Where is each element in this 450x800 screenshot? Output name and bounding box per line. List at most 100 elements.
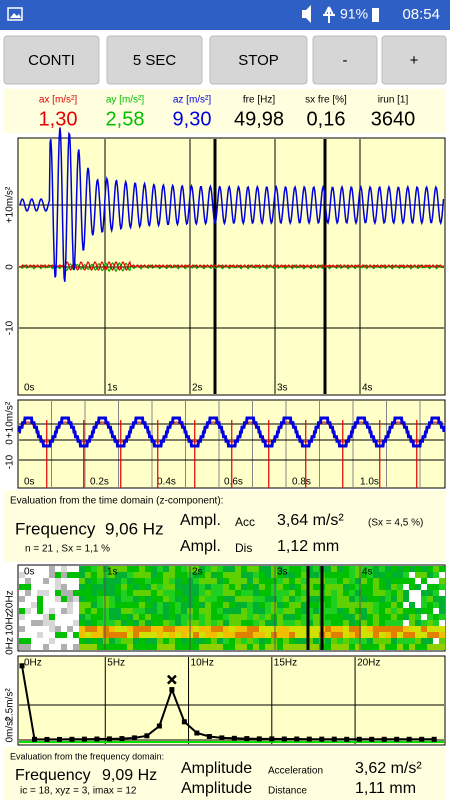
spectrogram-cell xyxy=(241,566,247,572)
spectrogram-cell xyxy=(433,614,439,620)
spectrogram-cell xyxy=(151,590,157,596)
x-label: 0s xyxy=(24,567,35,578)
spectrogram-cell xyxy=(379,578,385,584)
spectrogram-cell xyxy=(55,602,61,608)
reading-value: 49,98 xyxy=(234,108,284,130)
spectrogram-cell xyxy=(235,638,241,644)
spectrogram-cell xyxy=(139,626,145,632)
x-tick-label: 10Hz xyxy=(191,658,214,669)
spectrogram-cell xyxy=(73,620,79,626)
button[interactable]: - xyxy=(312,35,378,85)
spectrogram-cell xyxy=(97,644,103,650)
spectrogram-cell xyxy=(337,632,343,638)
spectrogram-cell xyxy=(217,632,223,638)
spectrogram-cell xyxy=(259,566,265,572)
spectrogram-cell xyxy=(91,596,97,602)
clock: 08:54 xyxy=(402,6,440,23)
spectrogram-cell xyxy=(193,632,199,638)
spectrogram-cell xyxy=(127,590,133,596)
spectrogram-cell xyxy=(433,644,439,650)
spectrogram-cell xyxy=(253,626,259,632)
spectrogram-cell xyxy=(307,608,313,614)
spectrogram-cell xyxy=(103,584,109,590)
spectrogram-cell xyxy=(277,632,283,638)
spectrogram-cell xyxy=(331,602,337,608)
spectrogram-cell xyxy=(31,584,37,590)
spectrogram-cell xyxy=(343,626,349,632)
spectrogram-cell xyxy=(415,596,421,602)
spectrogram-cell xyxy=(127,578,133,584)
spectrogram-cell xyxy=(373,638,379,644)
spectrogram-cell xyxy=(169,602,175,608)
spectrogram-cell xyxy=(349,572,355,578)
spectrum-point xyxy=(269,736,275,742)
spectrum-point xyxy=(281,736,287,742)
spectrogram-cell xyxy=(97,590,103,596)
spectrogram-cell xyxy=(121,584,127,590)
spectrogram-cell xyxy=(367,638,373,644)
spectrogram-cell xyxy=(277,620,283,626)
spectrogram-cell xyxy=(259,584,265,590)
spectrogram-cell xyxy=(271,572,277,578)
spectrogram-cell xyxy=(43,572,49,578)
spectrogram-cell xyxy=(25,608,31,614)
spectrogram-cell xyxy=(283,590,289,596)
spectrogram-cell xyxy=(343,602,349,608)
spectrogram-cell xyxy=(79,578,85,584)
spectrogram-cell xyxy=(85,572,91,578)
button[interactable]: 5 SEC xyxy=(106,35,203,85)
x-label: 2s xyxy=(192,383,203,394)
spectrogram-cell xyxy=(55,566,61,572)
spectrum-point xyxy=(44,736,50,742)
spectrogram-cell xyxy=(439,620,445,626)
spectrogram-cell xyxy=(145,614,151,620)
spectrogram-cell xyxy=(247,590,253,596)
button[interactable]: + xyxy=(381,35,447,85)
spectrogram-cell xyxy=(367,608,373,614)
spectrogram-cell xyxy=(61,626,67,632)
spectrogram-cell xyxy=(151,632,157,638)
spectrogram-cell xyxy=(61,590,67,596)
spectrogram-cell xyxy=(283,572,289,578)
spectrogram-cell xyxy=(433,596,439,602)
spectrogram-cell xyxy=(379,596,385,602)
spectrogram-cell xyxy=(271,590,277,596)
spectrogram-cell xyxy=(199,578,205,584)
spectrogram-cell xyxy=(91,638,97,644)
button[interactable]: STOP xyxy=(209,35,308,85)
spectrogram-cell xyxy=(199,584,205,590)
spectrogram-cell xyxy=(379,638,385,644)
spectrogram-cell xyxy=(235,584,241,590)
spectrogram-cell xyxy=(433,572,439,578)
spectrogram-cell xyxy=(235,572,241,578)
spectrogram-cell xyxy=(109,638,115,644)
spectrogram-cell xyxy=(409,626,415,632)
spectrogram-cell xyxy=(55,572,61,578)
spectrogram-cell xyxy=(91,602,97,608)
spectrogram-cell xyxy=(313,584,319,590)
button-face xyxy=(381,35,447,85)
spectrogram-cell xyxy=(91,620,97,626)
spectrogram-cell xyxy=(289,608,295,614)
spectrogram-cell xyxy=(229,590,235,596)
spectrum-point xyxy=(244,736,250,742)
spectrogram-cell xyxy=(313,566,319,572)
spectrogram-cell xyxy=(175,608,181,614)
spectrogram-cell xyxy=(19,590,25,596)
spectrogram-cell xyxy=(337,596,343,602)
spectrogram-cell xyxy=(157,572,163,578)
spectrogram-cell xyxy=(403,578,409,584)
spectrogram-cell xyxy=(283,584,289,590)
spectrogram-cell xyxy=(421,638,427,644)
spectrogram-cell xyxy=(391,614,397,620)
button[interactable]: CONTI xyxy=(3,35,100,85)
spectrogram-cell xyxy=(73,590,79,596)
y-label: +10m/s² xyxy=(5,401,16,438)
spectrogram-cell xyxy=(379,590,385,596)
spectrogram-cell xyxy=(379,608,385,614)
spectrogram-cell xyxy=(163,572,169,578)
spectrum-point xyxy=(356,736,362,742)
readings-panel xyxy=(4,89,446,133)
spectrogram-cell xyxy=(139,632,145,638)
spectrogram-cell xyxy=(31,566,37,572)
